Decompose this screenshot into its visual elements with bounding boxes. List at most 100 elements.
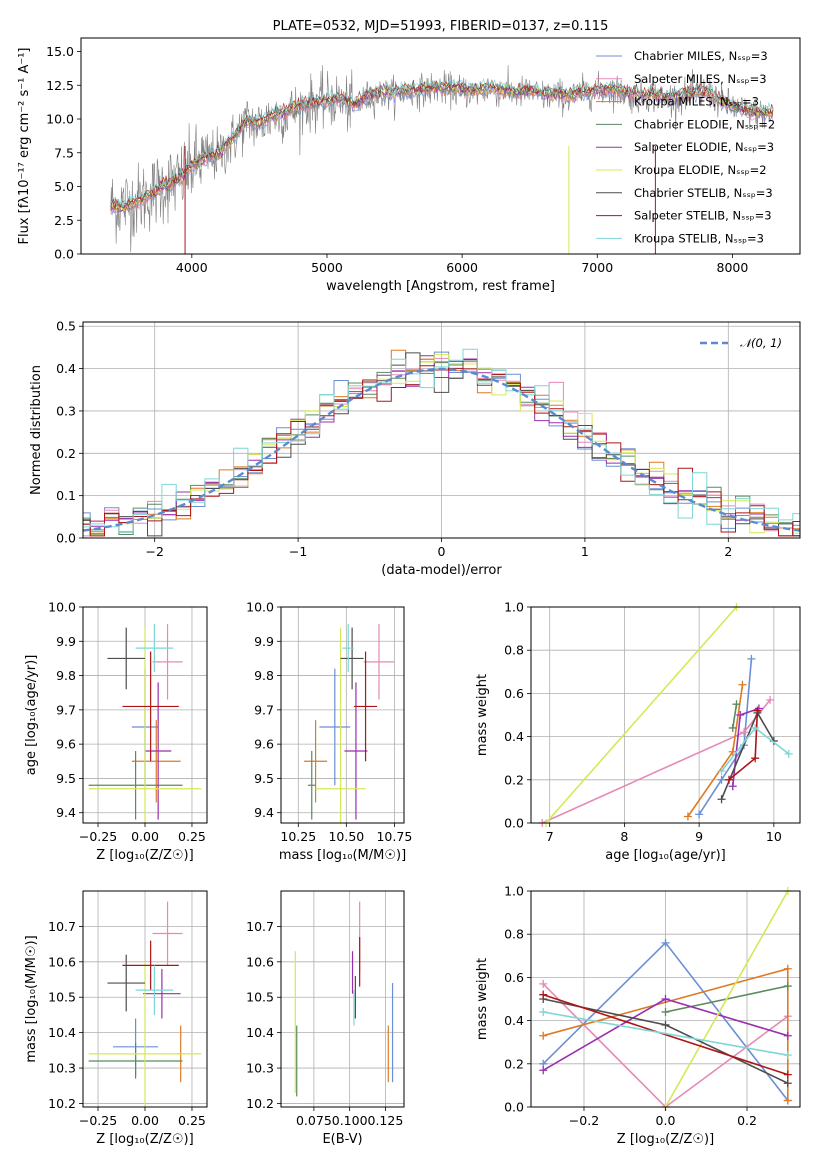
series-kroupa_stelib — [717, 723, 793, 776]
legend-label: Kroupa ELODIE, Nₛₛₚ=2 — [634, 163, 767, 177]
y-tick-label: 0.2 — [504, 772, 524, 787]
x-axis-label: (data-model)/error — [381, 563, 502, 578]
y-tick-label: 2.5 — [54, 213, 74, 228]
data-point-salpeter_miles — [152, 624, 183, 700]
series-chabrier_stelib — [717, 708, 778, 804]
data-point-salpeter_stelib — [122, 651, 179, 762]
y-tick-label: 9.4 — [56, 805, 76, 820]
plot-area — [88, 901, 202, 1107]
x-tick-label: 0.125 — [368, 1113, 404, 1128]
axes-frame — [530, 606, 801, 824]
y-tick-label: 9.4 — [254, 805, 274, 820]
data-point-chabrier_elodie — [307, 751, 316, 820]
y-tick-label: 10.2 — [48, 1096, 76, 1111]
x-tick-label: −0.2 — [569, 1113, 599, 1128]
x-tick-label: 0.2 — [737, 1113, 757, 1128]
y-axis-label: mass weight — [475, 958, 490, 1040]
y-tick-label: 0.0 — [504, 816, 524, 831]
plot-area — [304, 624, 395, 823]
y-tick-label: 0.0 — [54, 247, 74, 262]
series-marker — [661, 1020, 670, 1029]
series-line — [545, 606, 738, 824]
y-tick-label: 0.5 — [56, 319, 76, 334]
series-marker — [732, 700, 741, 709]
x-tick-label: 7000 — [581, 260, 613, 275]
grid-lines — [281, 891, 404, 1107]
y-tick-label: 15.0 — [46, 44, 74, 59]
x-axis-label: age [log₁₀(age/yr)] — [605, 848, 726, 863]
series-kroupa_elodie — [661, 887, 792, 1111]
y-axis-label: mass weight — [475, 674, 490, 756]
x-tick-label: −1 — [289, 544, 307, 559]
legend-label: 𝒩(0, 1) — [740, 336, 782, 350]
x-axis-label: wavelength [Angstrom, rest frame] — [326, 279, 555, 294]
y-tick-label: 0.2 — [504, 1056, 524, 1071]
series-marker — [661, 938, 670, 947]
x-tick-label: 0.25 — [178, 1113, 206, 1128]
y-tick-label: 9.6 — [56, 737, 76, 752]
series-marker — [539, 1007, 548, 1016]
data-point-kroupa_stelib — [342, 624, 355, 673]
y-tick-label: 1.0 — [504, 884, 524, 899]
series-marker — [725, 775, 734, 784]
data-point-chabrier_elodie — [88, 751, 183, 820]
series-marker — [753, 706, 762, 715]
y-tick-label: 12.5 — [46, 78, 74, 93]
series-line — [543, 1011, 788, 1056]
series-marker — [717, 795, 726, 804]
y-tick-label: 10.4 — [246, 1025, 274, 1040]
axes-frame — [280, 890, 405, 1108]
y-tick-label: 1.0 — [504, 600, 524, 615]
model-spectrum-line-kroupa_stelib — [110, 77, 774, 208]
series-marker — [728, 723, 737, 732]
y-tick-label: 0.3 — [56, 403, 76, 418]
chart-mass-vs-Z: −0.25 0.00 0.25 10.2 10.3 10.4 10.5 10.6 10.7 Z [… — [24, 890, 208, 1147]
chart-mass-vs-EBV: 0.075 0.100 0.125 10.2 10.3 10.4 10.5 10.6 10.7 E… — [246, 890, 405, 1147]
axes-frame — [80, 37, 801, 255]
legend-label: Kroupa STELIB, Nₛₛₚ=3 — [634, 231, 764, 245]
legend-label: Chabrier MILES, Nₛₛₚ=3 — [634, 49, 768, 63]
x-tick-label: 10.25 — [280, 829, 316, 844]
series-marker — [783, 1031, 792, 1040]
series-kroupa_miles — [683, 680, 747, 821]
y-tick-label: 10.7 — [48, 919, 76, 934]
model-spectrum-line-chabrier_elodie — [110, 83, 774, 213]
data-point-salpeter_elodie — [143, 968, 181, 1019]
x-tick-label: 8000 — [717, 260, 749, 275]
series-marker — [739, 728, 748, 737]
series-marker — [747, 654, 756, 663]
y-tick-label: 9.5 — [56, 771, 76, 786]
data-point-chabrier_elodie — [88, 1043, 183, 1079]
gaussian-reference-line — [83, 367, 800, 532]
series-salpeter_elodie — [539, 995, 792, 1075]
y-tick-label: 7.5 — [54, 145, 74, 160]
y-tick-label: 10.0 — [48, 600, 76, 615]
histogram-step-kroupa_miles — [83, 349, 800, 533]
chart-weight-vs-Z: −0.2 0.0 0.2 0.0 0.2 0.4 0.6 0.8 1.0 Z [log₁₀(Z/Z… — [475, 884, 801, 1147]
axes-frame — [280, 606, 405, 824]
x-tick-label: 7 — [546, 829, 554, 844]
plot-area — [538, 603, 793, 827]
series-marker — [661, 1007, 670, 1016]
series-chabrier_elodie — [728, 700, 741, 732]
x-tick-label: 10.50 — [328, 829, 364, 844]
series-marker — [717, 775, 726, 784]
series-marker — [728, 747, 737, 756]
x-axis-label: Z [log₁₀(Z/Z☉)] — [96, 848, 193, 863]
chart-age-vs-Z: −0.25 0.00 0.25 9.4 9.5 9.6 9.7 9.8 9.9 10.0 Z [lo… — [24, 600, 208, 863]
legend-label: Salpeter MILES, Nₛₛₚ=3 — [634, 72, 767, 86]
x-tick-label: 8 — [620, 829, 628, 844]
series-kroupa_stelib — [539, 1007, 792, 1060]
y-tick-label: 9.5 — [254, 771, 274, 786]
x-tick-label: −2 — [145, 544, 163, 559]
y-tick-label: 9.8 — [254, 668, 274, 683]
y-tick-label: 10.5 — [48, 990, 76, 1005]
data-point-salpeter_miles — [152, 901, 183, 966]
series-salpeter_elodie — [728, 704, 763, 791]
y-tick-label: 10.5 — [246, 990, 274, 1005]
y-tick-label: 0.4 — [504, 729, 524, 744]
y-tick-label: 0.8 — [504, 643, 524, 658]
data-point-salpeter_stelib — [354, 651, 378, 762]
y-tick-label: 0.0 — [56, 531, 76, 546]
data-point-salpeter_elodie — [145, 682, 172, 820]
